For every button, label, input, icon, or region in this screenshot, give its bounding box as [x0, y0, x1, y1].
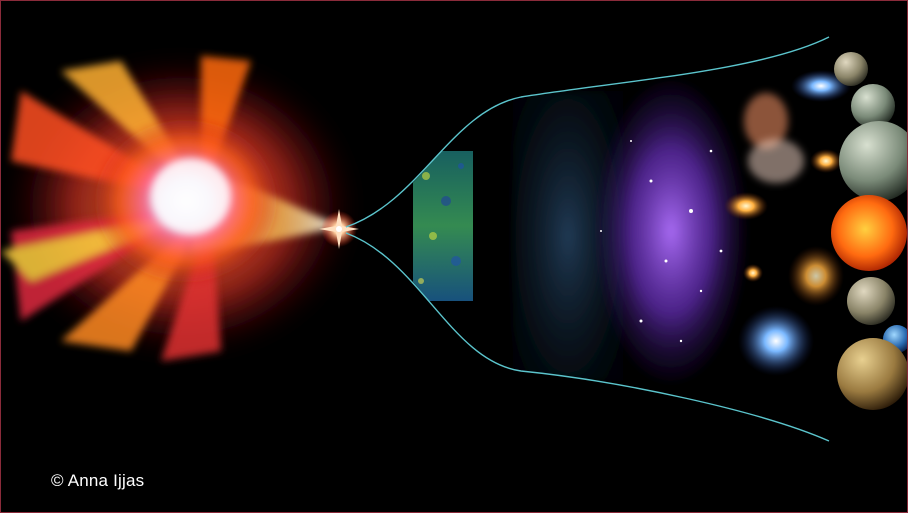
funnel-outline: [345, 36, 830, 442]
golden-galaxy-icon: [724, 192, 768, 220]
planet-icon-4: [847, 277, 895, 325]
expanding-universe: [413, 70, 851, 381]
spiral-galaxy-icon-large: [738, 306, 814, 376]
planet-icon-5: [837, 338, 907, 410]
planets: [831, 52, 907, 410]
planet-icon-1: [834, 52, 868, 86]
planet-icon-2: [851, 84, 895, 128]
photo-credit: © Anna Ijjas: [51, 471, 145, 490]
galaxies: [724, 70, 851, 376]
big-bang-flare: [1, 56, 356, 361]
planet-icon-3: [839, 121, 907, 201]
spiral-galaxy-icon: [791, 70, 851, 102]
sun-icon: [831, 195, 907, 271]
bounce-point-flash: [319, 209, 359, 249]
